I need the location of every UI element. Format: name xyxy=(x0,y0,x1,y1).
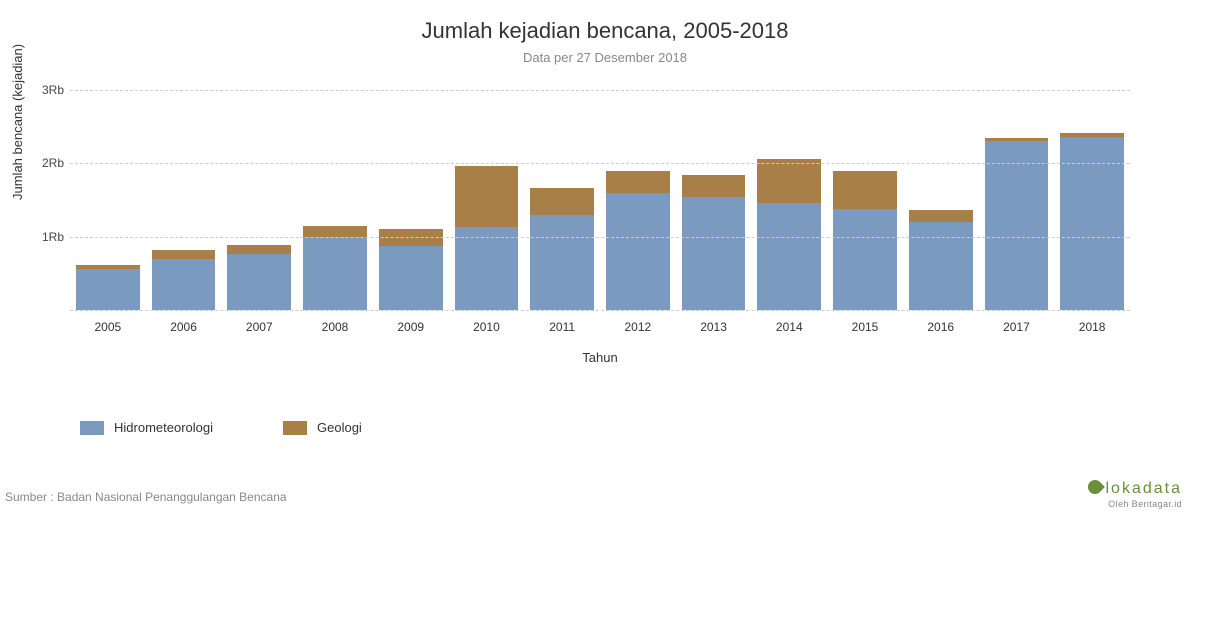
bar-segment xyxy=(152,250,216,259)
x-tick-label: 2016 xyxy=(927,320,954,334)
x-tick-label: 2012 xyxy=(624,320,651,334)
legend-item-hidrometeorologi: Hidrometeorologi xyxy=(80,420,213,435)
y-tick-label: 3Rb xyxy=(38,83,64,97)
bar-segment xyxy=(757,159,821,203)
bar-segment xyxy=(985,141,1049,310)
chart-subtitle: Data per 27 Desember 2018 xyxy=(0,50,1210,65)
bar-segment xyxy=(455,166,519,227)
gridline xyxy=(70,310,1130,311)
x-tick-label: 2018 xyxy=(1079,320,1106,334)
brand-logo: lokadata Oleh Beritagar.id xyxy=(1088,480,1183,509)
brand-name: lokadata xyxy=(1088,480,1183,498)
chart-title: Jumlah kejadian bencana, 2005-2018 xyxy=(0,0,1210,44)
x-tick-label: 2009 xyxy=(397,320,424,334)
bar-segment xyxy=(379,229,443,246)
bar-segment xyxy=(152,259,216,310)
gridline xyxy=(70,237,1130,238)
bar-segment xyxy=(757,203,821,310)
x-axis-label: Tahun xyxy=(70,350,1130,365)
bar-segment xyxy=(985,138,1049,142)
bar-segment xyxy=(303,226,367,236)
gridline xyxy=(70,163,1130,164)
plot-area: 1Rb2Rb3Rb2005200620072008200920102011201… xyxy=(70,90,1130,310)
x-tick-label: 2005 xyxy=(94,320,121,334)
bar-segment xyxy=(76,269,140,310)
bar-segment xyxy=(833,209,897,310)
x-tick-label: 2015 xyxy=(852,320,879,334)
bar-segment xyxy=(606,171,670,193)
leaf-icon xyxy=(1085,477,1105,497)
bar-segment xyxy=(303,237,367,310)
y-axis-label: Jumlah bencana (kejadian) xyxy=(10,44,25,200)
x-tick-label: 2011 xyxy=(549,320,575,334)
y-tick-label: 1Rb xyxy=(38,230,64,244)
bar-segment xyxy=(682,197,746,310)
legend-swatch xyxy=(80,421,104,435)
gridline xyxy=(70,90,1130,91)
bar-segment xyxy=(530,215,594,310)
x-tick-label: 2017 xyxy=(1003,320,1030,334)
bar-segment xyxy=(606,193,670,310)
bar-segment xyxy=(530,188,594,214)
legend: Hidrometeorologi Geologi xyxy=(80,420,362,435)
x-tick-label: 2007 xyxy=(246,320,273,334)
legend-swatch xyxy=(283,421,307,435)
brand-tagline: Oleh Beritagar.id xyxy=(1088,499,1183,509)
bar-segment xyxy=(379,246,443,310)
chart-container: Jumlah kejadian bencana, 2005-2018 Data … xyxy=(0,0,1210,628)
bar-segment xyxy=(909,210,973,222)
x-tick-label: 2008 xyxy=(322,320,349,334)
bar-segment xyxy=(682,175,746,197)
x-tick-label: 2014 xyxy=(776,320,803,334)
x-tick-label: 2013 xyxy=(700,320,727,334)
source-text: Sumber : Badan Nasional Penanggulangan B… xyxy=(5,490,287,504)
bar-segment xyxy=(227,245,291,255)
legend-label: Geologi xyxy=(317,420,362,435)
bar-segment xyxy=(1060,133,1124,137)
brand-name-text: lokadata xyxy=(1106,480,1183,497)
bar-segment xyxy=(76,265,140,269)
legend-label: Hidrometeorologi xyxy=(114,420,213,435)
x-tick-label: 2006 xyxy=(170,320,197,334)
bar-segment xyxy=(227,254,291,310)
bar-segment xyxy=(455,227,519,310)
bar-segment xyxy=(909,222,973,310)
bar-segment xyxy=(833,171,897,209)
y-tick-label: 2Rb xyxy=(38,156,64,170)
x-tick-label: 2010 xyxy=(473,320,500,334)
legend-item-geologi: Geologi xyxy=(283,420,362,435)
bars-layer xyxy=(70,90,1130,310)
